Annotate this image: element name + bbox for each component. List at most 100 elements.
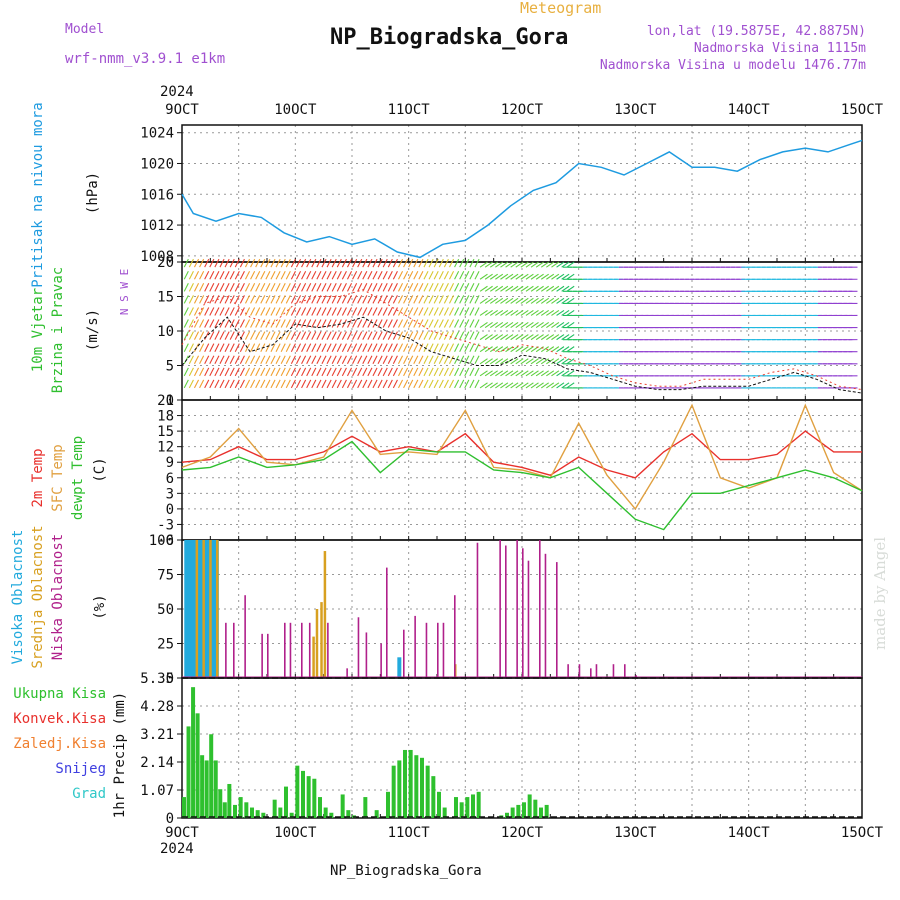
precip-bar: [323, 807, 328, 818]
model-altitude-label: Nadmorska Visina u modelu 1476.77m: [600, 58, 866, 73]
y-tick-label: 0: [166, 393, 174, 409]
mid-cloud-bar: [209, 540, 212, 678]
wind-barb: [495, 273, 504, 280]
wind-barb: [515, 322, 524, 329]
wind-barb: [341, 258, 347, 268]
wind-barb: [183, 379, 189, 389]
wind-barb: [423, 295, 429, 304]
wind-barb: [500, 285, 509, 292]
wind-barb: [428, 355, 434, 365]
wind-barb: [448, 270, 455, 280]
wind-barb: [500, 309, 509, 316]
precip-bar: [544, 804, 549, 818]
x-tick-label-bottom: 12OCT: [501, 825, 544, 841]
wind-barb: [469, 307, 475, 316]
low-cloud-bar: [301, 622, 303, 678]
wind-barb: [229, 307, 235, 316]
wind-barb: [346, 283, 353, 292]
wind-barb: [423, 258, 429, 268]
precip-legend-item: Ukupna Kisa: [13, 686, 106, 702]
wind-barb: [438, 319, 444, 328]
x-tick-label-top: 11OCT: [388, 102, 431, 118]
wind-barb: [551, 273, 560, 280]
wind-barb: [474, 295, 480, 304]
wind-barb: [382, 307, 388, 316]
wind-barb: [561, 370, 570, 377]
wind-barb: [295, 331, 302, 340]
wind-barb: [244, 331, 251, 340]
wind-barb: [403, 379, 409, 389]
y-tick-label: 3: [166, 486, 174, 502]
low-cloud-bar: [539, 540, 541, 678]
mid-cloud-bar: [315, 609, 319, 678]
wind-barb: [352, 307, 358, 316]
wind-barb: [250, 307, 256, 316]
wind-barb: [270, 270, 276, 280]
wind-barb: [561, 322, 570, 329]
wind-barb: [561, 334, 570, 341]
wind-barb: [301, 307, 307, 316]
wind-barb: [204, 343, 210, 352]
wind-barb: [306, 319, 312, 328]
wind-barb: [372, 258, 378, 268]
low-cloud-bar: [505, 545, 507, 678]
wind-barb: [392, 319, 398, 328]
precip-bar: [442, 807, 447, 818]
wind-barb: [382, 283, 388, 292]
wind-barb: [219, 331, 225, 340]
wind-barb: [464, 379, 470, 389]
wind-barb: [301, 283, 307, 292]
plot-area: 1008101210161020102405101520-6-303691215…: [140, 102, 883, 841]
wind-barb: [443, 367, 449, 377]
wind-barb: [454, 295, 460, 304]
wind-barb: [357, 307, 363, 316]
wind-barb: [377, 258, 383, 268]
low-cloud-bar: [380, 643, 382, 678]
wind-barb: [438, 343, 444, 352]
wind-barb: [520, 285, 529, 292]
wind-barb: [423, 319, 429, 328]
wind-barb: [199, 355, 205, 365]
wind-barb: [540, 285, 550, 292]
wind-barb: [423, 367, 429, 377]
wind-barb: [433, 343, 439, 352]
wind-barb: [535, 322, 544, 329]
wind-barb: [250, 258, 256, 268]
wind-speed-line: [181, 316, 863, 394]
wind-barb: [546, 346, 555, 353]
wind-barb: [479, 273, 488, 280]
wind-barb: [270, 307, 276, 316]
wind-barb: [306, 355, 312, 365]
wind-barb: [372, 270, 378, 280]
wind-barb: [341, 367, 347, 377]
temp-label-3: dewpt Temp: [70, 436, 86, 520]
wind-barb: [505, 273, 514, 280]
wind-barb: [229, 295, 235, 304]
wind-barb: [193, 367, 200, 377]
precip-bar: [278, 807, 283, 818]
wind-barb: [515, 382, 524, 389]
wind-barb: [352, 270, 358, 280]
wind-barb: [505, 261, 514, 268]
wind-barb: [244, 295, 251, 304]
wind-barb: [413, 270, 419, 280]
wind-barb: [352, 319, 358, 328]
wind-barb: [285, 307, 291, 316]
wind-barb: [234, 283, 240, 292]
wind-barb: [306, 270, 312, 280]
wind-barb: [204, 258, 210, 268]
wind-barb: [505, 285, 514, 292]
wind-barb: [260, 307, 266, 316]
wind-barb: [433, 331, 439, 340]
wind-barb: [311, 307, 317, 316]
y-tick-label: 1020: [140, 156, 174, 172]
wind-gust-line: [181, 289, 863, 391]
wind-barb: [546, 297, 555, 304]
wind-barb: [403, 367, 409, 377]
wind-barb: [382, 367, 388, 377]
wind-barb: [290, 307, 296, 316]
wind-barb: [495, 261, 504, 268]
wind-barb: [255, 367, 261, 377]
wind-barb: [199, 343, 205, 352]
wind-barb: [464, 367, 470, 377]
